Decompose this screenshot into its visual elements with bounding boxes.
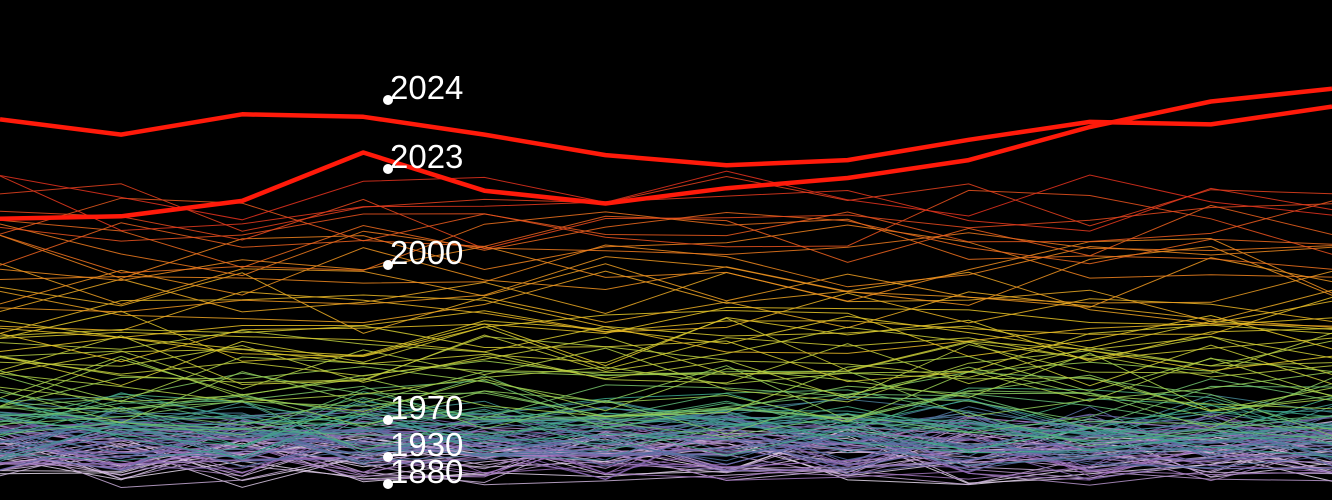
- year-line-1965: [0, 392, 1332, 459]
- year-line-1997: [0, 316, 1332, 367]
- year-line-1961: [0, 403, 1332, 453]
- year-line-2005: [0, 271, 1332, 322]
- label-2024: 2024: [390, 69, 463, 106]
- label-2000: 2000: [390, 234, 463, 271]
- label-1970: 1970: [390, 389, 463, 426]
- year-line-1983: [0, 355, 1332, 418]
- year-line-2011: [0, 244, 1332, 288]
- year-line-1902: [0, 425, 1332, 486]
- label-1930: 1930: [390, 426, 463, 463]
- marker-1970: [383, 415, 393, 425]
- year-line-1942: [0, 407, 1332, 467]
- year-line-2021: [0, 175, 1332, 232]
- year-line-1917: [0, 426, 1332, 481]
- year-line-1992: [0, 326, 1332, 387]
- year-line-1984: [0, 352, 1332, 412]
- year-line-2013: [0, 223, 1332, 277]
- year-line-1957: [0, 405, 1332, 453]
- year-line-1958: [0, 399, 1332, 460]
- year-line-1960: [0, 400, 1332, 460]
- year-line-1967: [0, 391, 1332, 456]
- year-line-2022: [0, 170, 1332, 221]
- year-line-1995: [0, 324, 1332, 383]
- year-line-1956: [0, 396, 1332, 454]
- year-line-1996: [0, 320, 1332, 353]
- year-line-1974: [0, 375, 1332, 438]
- year-line-1947: [0, 406, 1332, 451]
- year-line-1986: [0, 357, 1332, 403]
- year-line-1991: [0, 335, 1332, 377]
- highlight-line-2024: [0, 104, 1332, 168]
- year-line-1928: [0, 413, 1332, 471]
- year-line-2008: [0, 256, 1332, 313]
- year-line-1971: [0, 389, 1332, 451]
- highlighted-year-lines: [0, 86, 1332, 222]
- year-line-2007: [0, 263, 1332, 305]
- year-line-1923: [0, 429, 1332, 481]
- year-line-2001: [0, 296, 1332, 339]
- year-line-2015: [0, 211, 1332, 269]
- year-line-1943: [0, 414, 1332, 468]
- year-line-1987: [0, 340, 1332, 403]
- year-line-1999: [0, 309, 1332, 358]
- year-line-1966: [0, 396, 1332, 454]
- year-line-2012: [0, 224, 1332, 280]
- year-line-1978: [0, 377, 1332, 429]
- year-line-1963: [0, 392, 1332, 447]
- marker-2024: [383, 95, 393, 105]
- year-line-2004: [0, 272, 1332, 334]
- marker-2000: [383, 260, 393, 270]
- label-2023: 2023: [390, 138, 463, 175]
- marker-1930: [383, 452, 393, 462]
- year-line-2010: [0, 237, 1332, 302]
- year-line-1989: [0, 330, 1332, 385]
- marker-2023: [383, 164, 393, 174]
- year-line-2020: [0, 175, 1332, 232]
- year-line-2006: [0, 270, 1332, 327]
- year-line-2000: [0, 306, 1332, 363]
- year-line-1946: [0, 413, 1332, 462]
- year-line-1981: [0, 361, 1332, 423]
- year-line-2002: [0, 294, 1332, 354]
- year-line-1953: [0, 408, 1332, 460]
- year-line-1993: [0, 317, 1332, 374]
- year-line-1998: [0, 310, 1332, 372]
- year-line-1964: [0, 399, 1332, 458]
- year-line-1982: [0, 360, 1332, 410]
- label-1880: 1880: [390, 453, 463, 490]
- year-line-1962: [0, 399, 1332, 443]
- background-year-lines: [0, 170, 1332, 489]
- year-line-1968: [0, 393, 1332, 451]
- year-line-1994: [0, 326, 1332, 387]
- year-line-1975: [0, 384, 1332, 430]
- year-line-2019: [0, 198, 1332, 250]
- year-line-2009: [0, 245, 1332, 306]
- year-line-2003: [0, 291, 1332, 333]
- marker-1880: [383, 479, 393, 489]
